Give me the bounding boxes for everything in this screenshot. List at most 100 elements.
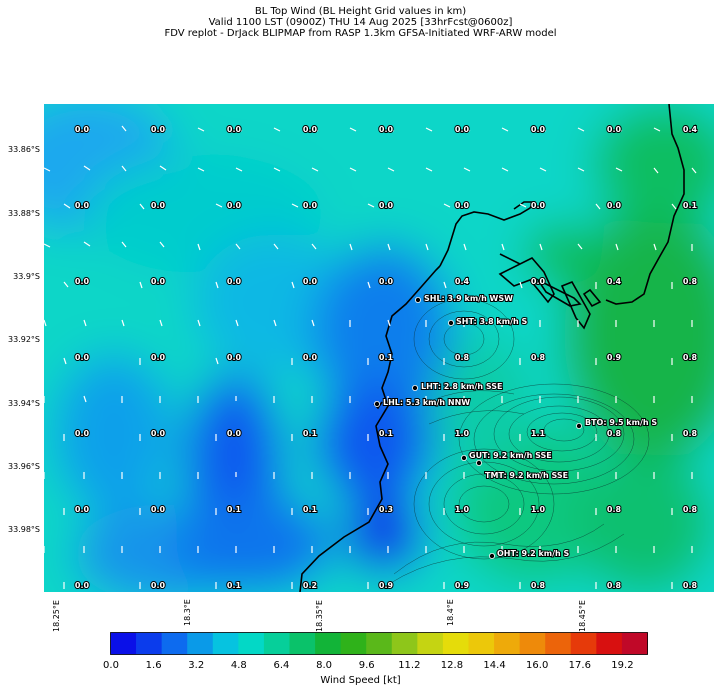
colorbar-cell [136, 632, 163, 655]
bl-height-value: 0.0 [531, 201, 546, 210]
wind-map[interactable]: 0.0 0.0 0.0 0.0 0.0 0.0 0.0 0.0 0.4 0.0 0.0 0.0 0.0 0… [44, 104, 714, 592]
bl-height-value: 0.0 [151, 277, 166, 286]
bl-height-value: 0.0 [75, 125, 90, 134]
colorbar [110, 632, 648, 659]
station-label-lht: LHT: 2.8 km/h SSE [421, 382, 502, 391]
station-labels: SHL: 3.9 km/h WSW SHT: 3.8 km/h S LHT: 2… [382, 293, 658, 559]
bl-height-value: 0.0 [227, 201, 242, 210]
colorbar-cell [161, 632, 188, 655]
terrain-contours [388, 298, 650, 585]
bl-height-value: 0.0 [303, 353, 318, 362]
lat-label: 33.98°S [8, 525, 40, 534]
lat-label: 33.96°S [8, 462, 40, 471]
bl-height-value: 0.8 [683, 505, 698, 514]
bl-height-value: 1.0 [455, 505, 470, 514]
lon-label: 18.3°E [183, 599, 192, 626]
station-label-lhl: LHL: 5.3 km/h NNW [383, 398, 470, 407]
bl-height-value: 0.0 [303, 201, 318, 210]
bl-height-value: 1.1 [531, 429, 546, 438]
bl-height-value: 0.0 [455, 125, 470, 134]
colorbar-tick-label: 3.2 [188, 660, 205, 671]
station-marker-lht [411, 384, 418, 391]
bl-height-value: 0.0 [151, 581, 166, 590]
bl-height-value: 0.1 [379, 429, 394, 438]
bl-height-value: 0.0 [151, 429, 166, 438]
bl-height-value: 0.0 [227, 277, 242, 286]
colorbar-cell [340, 632, 367, 655]
station-marker-lhl [373, 400, 380, 407]
bl-height-value: 0.0 [455, 201, 470, 210]
colorbar-tick-label: 1.6 [145, 660, 162, 671]
map-valid-time: Valid 1100 LST (0900Z) THU 14 Aug 2025 [… [208, 17, 513, 28]
station-label-bto: BTO: 9.5 km/h S [585, 418, 657, 427]
bl-height-value: 0.8 [531, 581, 546, 590]
lat-label: 33.88°S [8, 209, 40, 218]
station-label-sht: SHT: 3.8 km/h S [456, 317, 527, 326]
station-marker-shl [414, 296, 421, 303]
station-marker-bto [576, 422, 583, 429]
bl-height-value: 0.8 [607, 581, 622, 590]
colorbar-cell [621, 632, 648, 655]
station-marker-tmt [475, 459, 482, 466]
bl-height-value: 0.0 [607, 201, 622, 210]
bl-height-value: 0.0 [151, 125, 166, 134]
bl-height-value: 0.0 [75, 353, 90, 362]
bl-height-value: 0.4 [607, 277, 622, 286]
colorbar-tick-label: 16.0 [526, 660, 549, 671]
colorbar-cell [417, 632, 444, 655]
colorbar-tick-label: 4.8 [230, 660, 247, 671]
colorbar-cell [110, 632, 137, 655]
bl-height-value: 0.0 [227, 353, 242, 362]
bl-height-value: 0.1 [227, 581, 242, 590]
station-markers [373, 296, 583, 559]
colorbar-cell [366, 632, 393, 655]
station-label-shl: SHL: 3.9 km/h WSW [424, 294, 513, 303]
wind-speed-field [44, 104, 714, 592]
colorbar-cell [442, 632, 469, 655]
lon-label: 18.35°E [315, 600, 324, 632]
bl-height-value: 0.8 [607, 505, 622, 514]
bl-height-value: 0.0 [379, 201, 394, 210]
bl-height-value: 0.1 [303, 505, 318, 514]
colorbar-tick-label: 19.2 [611, 660, 634, 671]
bl-height-value: 0.0 [151, 353, 166, 362]
bl-height-grid: 0.0 0.0 0.0 0.0 0.0 0.0 0.0 0.0 0.4 0.0 0.0 0.0 0.0 0… [74, 124, 699, 591]
colorbar-cell [596, 632, 623, 655]
bl-height-value: 0.8 [531, 353, 546, 362]
colorbar-tick-label: 14.4 [483, 660, 506, 671]
colorbar-cell [289, 632, 316, 655]
bl-height-value: 0.0 [379, 277, 394, 286]
colorbar-tick-label: 9.6 [358, 660, 375, 671]
bl-height-value: 0.0 [151, 201, 166, 210]
bl-height-value: 0.8 [683, 581, 698, 590]
bl-height-value: 0.0 [531, 125, 546, 134]
lat-label: 33.86°S [8, 145, 40, 154]
bl-height-value: 0.1 [227, 505, 242, 514]
station-marker-gut [460, 454, 467, 461]
bl-height-value: 0.9 [455, 581, 470, 590]
bl-height-value: 0.0 [75, 581, 90, 590]
lat-label: 33.94°S [8, 399, 40, 408]
station-label-oht: OHT: 9.2 km/h S [497, 549, 570, 558]
bl-height-value: 1.0 [531, 505, 546, 514]
colorbar-cell [519, 632, 546, 655]
station-marker-oht [488, 552, 495, 559]
colorbar-title: Wind Speed [kt] [320, 675, 401, 686]
colorbar-cell [494, 632, 521, 655]
bl-height-value: 0.4 [455, 277, 470, 286]
map-source: FDV replot - DrJack BLIPMAP from RASP 1.… [164, 28, 557, 39]
bl-height-value: 0.0 [75, 201, 90, 210]
bl-height-value: 0.1 [683, 201, 698, 210]
bl-height-value: 0.0 [227, 125, 242, 134]
colorbar-cell [238, 632, 265, 655]
station-label-gut: GUT: 9.2 km/h SSE [469, 451, 552, 460]
bl-height-value: 0.0 [227, 429, 242, 438]
lon-label: 18.25°E [52, 600, 61, 632]
colorbar-cell [263, 632, 290, 655]
bl-height-value: 0.0 [75, 505, 90, 514]
lon-label: 18.4°E [446, 599, 455, 626]
colorbar-tick-label: 0.0 [103, 660, 119, 671]
colorbar-tick-label: 8.0 [316, 660, 333, 671]
bl-height-value: 0.4 [683, 125, 698, 134]
bl-height-value: 0.0 [303, 125, 318, 134]
